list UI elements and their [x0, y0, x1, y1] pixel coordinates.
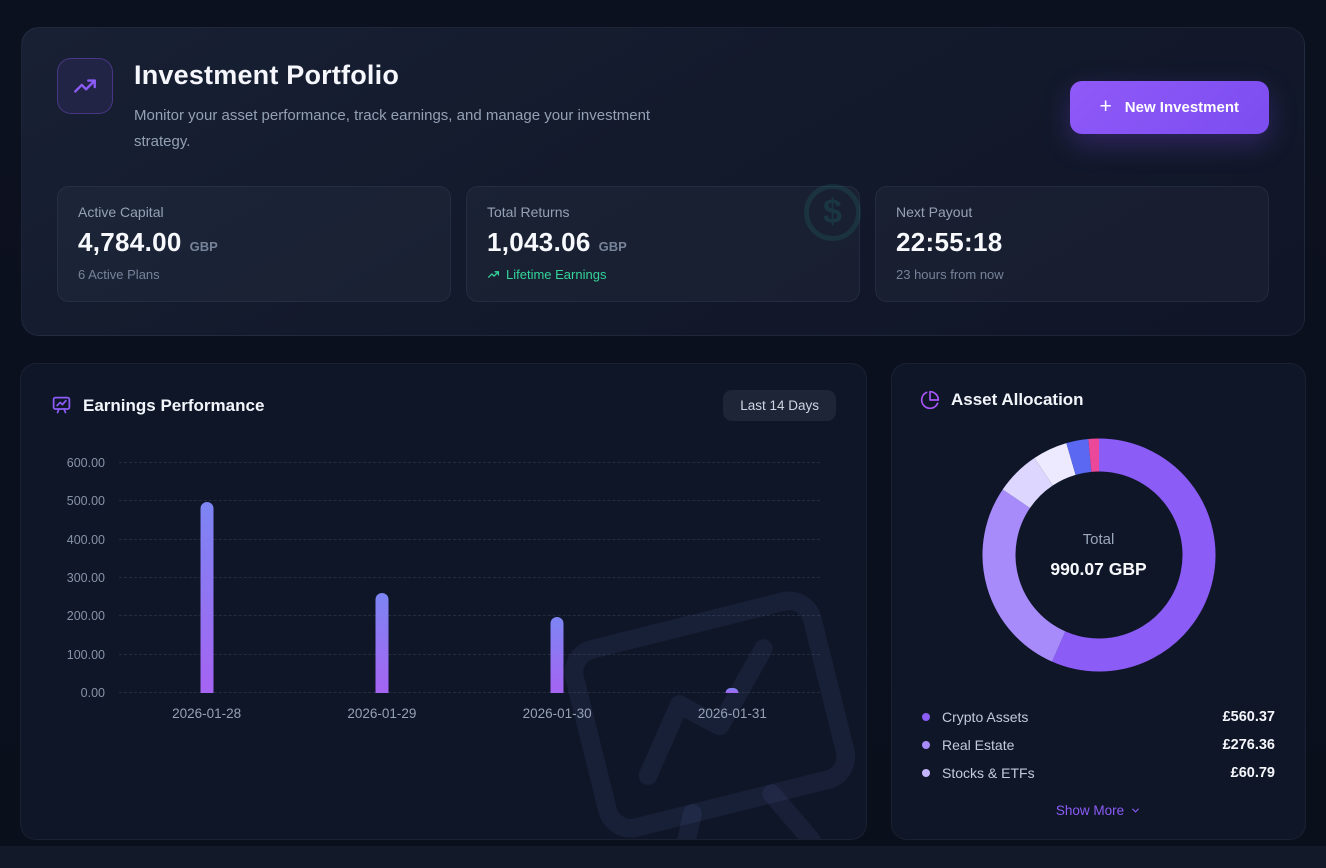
stats-row: Active Capital 4,784.00 GBP 6 Active Plans T… — [57, 184, 1269, 302]
legend-name: Stocks & ETFs — [942, 765, 1035, 781]
legend-dot — [922, 713, 930, 721]
stat-currency: GBP — [598, 239, 627, 254]
stat-value: 22:55:18 — [896, 227, 1003, 257]
stat-label: Total Returns — [487, 204, 570, 220]
presentation-chart-watermark-icon — [564, 591, 856, 839]
show-more-button[interactable]: Show More — [1050, 802, 1147, 819]
donut-segment[interactable] — [1051, 438, 1215, 672]
y-axis-tick: 600.00 — [66, 456, 105, 470]
donut-segment[interactable] — [982, 489, 1066, 662]
plus-icon: + — [1099, 95, 1112, 118]
stat-label: Active Capital — [78, 204, 164, 220]
allocation-donut-chart: Total 990.07 GBP — [981, 437, 1217, 673]
new-investment-button[interactable]: + New Investment — [1069, 81, 1269, 134]
chart-gridline: 400.00 — [67, 533, 820, 547]
donut-segment[interactable] — [1002, 458, 1053, 509]
trending-up-icon — [487, 271, 500, 278]
allocation-legend: Crypto Assets £560.37 Real Estate £276.36 St… — [920, 703, 1277, 787]
page-title: Investment Portfolio — [134, 60, 400, 90]
chart-gridline: 200.00 — [67, 609, 820, 623]
donut-total-label: Total — [1082, 530, 1115, 548]
y-axis-tick: 0.00 — [80, 686, 105, 700]
stat-card: Total Returns 1,043.06 GBP Lifetime Earning… — [466, 184, 861, 302]
chart-gridline: 0.00 — [81, 686, 820, 700]
stat-value: 4,784.00 — [78, 227, 182, 257]
legend-name: Crypto Assets — [942, 709, 1029, 725]
new-investment-label: New Investment — [1124, 99, 1239, 116]
pie-chart-icon — [920, 390, 940, 410]
chart-gridline: 600.00 — [67, 456, 820, 470]
legend-dot — [922, 741, 930, 749]
legend-dot — [922, 769, 930, 777]
allocation-panel-title: Asset Allocation — [951, 390, 1084, 409]
asset-allocation-panel: Asset Allocation Total 990.07 GBP Crypto… — [891, 363, 1306, 840]
show-more-label: Show More — [1055, 803, 1125, 818]
donut-segment[interactable] — [1065, 438, 1092, 475]
chevron-down-icon — [1132, 808, 1139, 813]
x-axis-tick: 2026-01-30 — [522, 706, 592, 721]
y-axis-tick: 100.00 — [66, 647, 105, 662]
x-axis-tick: 2026-01-28 — [172, 706, 242, 721]
legend-name: Real Estate — [942, 737, 1015, 753]
stat-label: Next Payout — [896, 204, 973, 220]
page-footer-strip — [0, 846, 1326, 868]
y-axis-tick: 500.00 — [66, 494, 105, 509]
x-axis-tick: 2026-01-29 — [347, 706, 417, 721]
legend-amount: £560.37 — [1222, 709, 1275, 725]
portfolio-hero-card: Investment Portfolio Monitor your asset … — [21, 27, 1305, 336]
y-axis-tick: 400.00 — [66, 532, 105, 547]
legend-row[interactable]: Crypto Assets £560.37 — [922, 703, 1275, 731]
chart-gridline: 300.00 — [67, 571, 820, 585]
y-axis-tick: 300.00 — [66, 571, 105, 585]
donut-center: Total 990.07 GBP — [1014, 470, 1184, 640]
legend-row[interactable]: Stocks & ETFs £60.79 — [922, 759, 1275, 787]
stat-subtext: Lifetime Earnings — [487, 267, 839, 282]
hero-text-block: Investment Portfolio Monitor your asset … — [134, 58, 1070, 155]
x-axis-tick: 2026-01-31 — [697, 706, 767, 721]
legend-amount: £276.36 — [1222, 737, 1275, 753]
trending-up-icon — [57, 58, 113, 114]
legend-amount: £60.79 — [1230, 765, 1275, 781]
range-selector-chip[interactable]: Last 14 Days — [723, 390, 836, 421]
chart-gridline: 100.00 — [67, 648, 820, 662]
stat-value: 1,043.06 — [487, 227, 591, 257]
donut-total-value: 990.07 GBP — [1050, 558, 1147, 579]
earnings-performance-panel: Earnings Performance Last 14 Days 0.00 10… — [20, 363, 867, 840]
donut-segment[interactable] — [1033, 443, 1076, 486]
earnings-bar[interactable] — [725, 688, 739, 693]
earnings-bar[interactable] — [375, 592, 389, 693]
earnings-bar[interactable] — [200, 502, 214, 693]
earnings-bar[interactable] — [550, 616, 564, 693]
y-axis-tick: 200.00 — [66, 609, 105, 624]
stat-subtext: 6 Active Plans — [78, 267, 160, 282]
stat-card: Active Capital 4,784.00 GBP 6 Active Plans — [57, 186, 451, 302]
chart-gridline: 500.00 — [67, 494, 820, 508]
earnings-panel-title: Earnings Performance — [83, 395, 265, 415]
hero-header: Investment Portfolio Monitor your asset … — [57, 58, 1269, 155]
stat-subtext: 23 hours from now — [896, 267, 1004, 282]
presentation-chart-icon — [51, 395, 72, 416]
legend-row[interactable]: Real Estate £276.36 — [922, 731, 1275, 759]
stat-currency: GBP — [189, 239, 218, 254]
dollar-icon: $ — [804, 184, 861, 241]
earnings-bar-chart: 0.00 100.00 200.00 300.00 400.00 500.00 600.00… — [51, 456, 836, 721]
stat-card: Next Payout 22:55:18 23 hours from now — [875, 186, 1269, 302]
page-subtitle: Monitor your asset performance, track ea… — [134, 107, 651, 150]
